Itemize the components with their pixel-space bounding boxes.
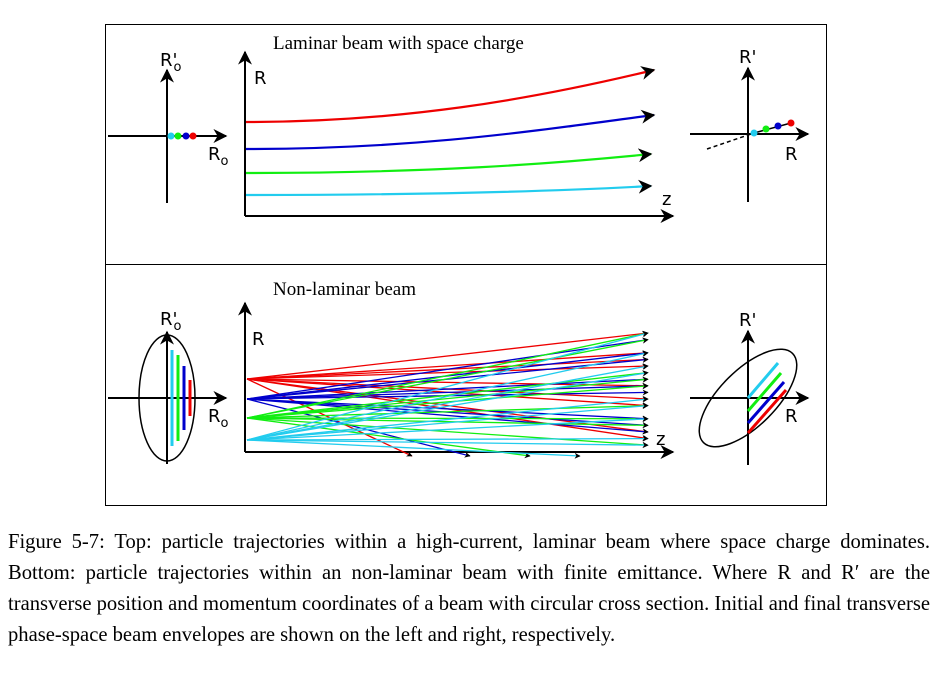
top-left-y-label: R'o [160,50,181,75]
ray-trajectory [246,415,649,422]
ray-trajectory [246,331,649,441]
top-center-x-label: z [662,189,671,210]
ray-trajectory [246,376,649,419]
top-right-x-label: R [785,144,798,165]
ray-trajectory [246,435,649,442]
final-slice-red [746,389,788,434]
final-dot-red [787,119,795,127]
ray-trajectory [246,370,649,441]
top-right-y-label: R' [739,47,756,68]
bottom-left-x-label: Ro [208,406,229,431]
top-right-phase-space: R' R [690,47,810,202]
ray-trajectory [246,382,649,400]
ray-trajectory [246,376,649,400]
bottom-left-y-label-main: R' [160,309,177,330]
ray-trajectory [246,350,649,380]
top-panel: Laminar beam with space charge R'o Ro R … [108,33,810,223]
particle-dot-red [189,132,197,140]
bottom-panel: Non-laminar beam R'o Ro R z R' R [108,279,810,465]
bottom-right-x-label: R [785,406,798,427]
ray-trajectory [246,351,649,441]
ray-trajectory [246,331,649,419]
final-dot-cyan [750,129,758,137]
top-left-x-label-sub: o [221,154,229,169]
final-slice-cyan [746,362,780,399]
bottom-right-y-label: R' [739,310,756,331]
top-panel-title: Laminar beam with space charge [273,33,524,54]
phase-correlation-line [706,132,755,150]
bottom-left-phase-space: R'o Ro [108,309,229,464]
top-left-x-label: Ro [208,144,229,169]
bottom-left-y-label: R'o [160,309,181,334]
particle-dot-blue [182,132,190,140]
ray-trajectory [246,403,649,441]
bottom-center-y-label: R [252,329,265,350]
bottom-right-phase-space: R' R [690,310,810,465]
ray-trajectory [246,378,649,389]
final-dot-green [762,125,770,133]
bottom-left-x-label-main: R [208,406,221,427]
final-slice-green [746,372,783,412]
trajectory-blue [245,109,656,151]
bottom-trajectory-plot: R z [238,301,675,459]
ray-trajectory [246,330,649,380]
bottom-panel-title: Non-laminar beam [273,279,416,300]
particle-dot-green [174,132,182,140]
phase-correlation-line-solid [753,122,792,134]
final-emittance-ellipse [698,348,798,448]
caption-text: Top: particle trajectories within a high… [8,531,931,646]
ray-trajectory [246,363,649,380]
bottom-center-x-label: z [656,429,665,450]
top-left-y-label-sub: o [173,60,181,75]
ray-trajectory [246,396,649,441]
ray-trajectory [246,416,649,441]
final-dot-blue [774,122,782,130]
top-trajectory-plot: R z [238,50,675,223]
top-left-phase-space: R'o Ro [108,50,229,203]
top-left-x-label-main: R [208,144,221,165]
trajectory-cyan [245,179,653,197]
ray-trajectory [246,417,649,429]
ray-trajectory [246,417,531,459]
top-center-y-label: R [254,68,267,89]
bottom-left-y-label-sub: o [173,319,181,334]
trajectory-red [245,66,656,124]
figure-caption: Figure 5-7: Top: particle trajectories w… [8,527,930,651]
ray-trajectory [246,370,649,419]
ray-trajectory [246,439,649,449]
ray-trajectory [246,378,649,435]
ray-trajectory [246,398,649,422]
caption-label: Figure 5-7: [8,531,105,553]
figure-5-7: Laminar beam with space charge R'o Ro R … [105,24,827,506]
ray-trajectory [246,337,649,419]
top-left-y-label-main: R' [160,50,177,71]
final-slice-blue [746,381,786,424]
ray-trajectory [246,337,649,400]
particle-dot-cyan [167,132,175,140]
ray-trajectory [246,439,581,459]
ray-trajectory [246,398,471,458]
ray-trajectory [246,402,649,419]
ray-trajectory [246,364,649,441]
bottom-left-x-label-sub: o [221,416,229,431]
ray-trajectory [246,383,649,419]
bottom-ray-fan [246,330,649,459]
trajectory-green [245,148,653,175]
